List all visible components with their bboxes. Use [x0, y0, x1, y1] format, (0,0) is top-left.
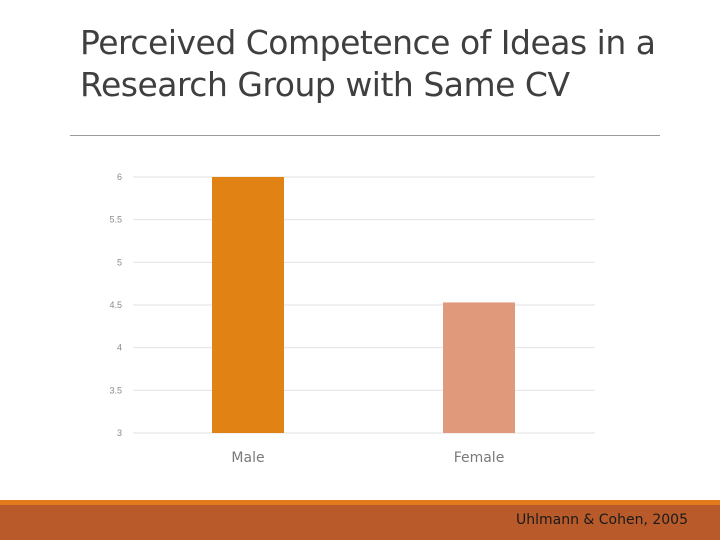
- x-category-label: Female: [454, 450, 505, 466]
- x-category-label: Male: [231, 450, 264, 466]
- y-tick-label: 3.5: [109, 385, 122, 395]
- title-line-1: Perceived Competence of Ideas in a: [80, 23, 656, 62]
- slide-title: Perceived Competence of Ideas in a Resea…: [80, 22, 700, 106]
- y-tick-label: 4.5: [109, 300, 122, 310]
- title-divider: [70, 135, 660, 136]
- y-tick-label: 4: [117, 343, 122, 353]
- bar-male: [212, 177, 284, 433]
- title-line-2: Research Group with Same CV: [80, 65, 570, 104]
- footer-accent-stripe: [0, 500, 720, 505]
- y-tick-label: 5: [117, 257, 122, 267]
- footer-bar: Uhlmann & Cohen, 2005: [0, 500, 720, 540]
- y-tick-label: 5.5: [109, 215, 122, 225]
- bar-female: [443, 302, 515, 433]
- y-tick-label: 3: [117, 428, 122, 438]
- y-tick-label: 6: [117, 172, 122, 182]
- bar-chart: 6 5.5 5 4.5 4 3.5 3 Male Female: [100, 160, 620, 480]
- bar-chart-svg: 6 5.5 5 4.5 4 3.5 3 Male Female: [109, 172, 595, 466]
- citation: Uhlmann & Cohen, 2005: [515, 512, 688, 528]
